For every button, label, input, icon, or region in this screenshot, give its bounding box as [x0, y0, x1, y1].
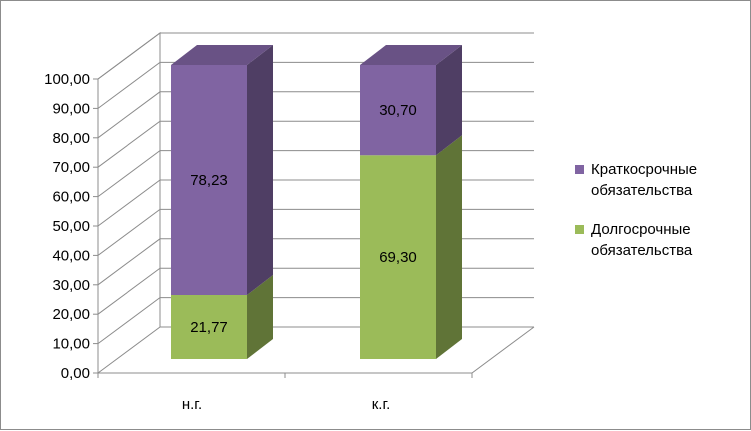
- gridline: [97, 238, 534, 286]
- gridline: [97, 267, 534, 315]
- gridline: [97, 32, 534, 80]
- legend-item-long-term: Долгосрочные обязательства: [575, 219, 745, 261]
- bar-side: [247, 45, 273, 295]
- bar-front: [171, 294, 247, 359]
- y-tick-label: 40,00: [52, 247, 90, 264]
- bar-front: [360, 155, 436, 359]
- y-tick-label: 0,00: [61, 365, 90, 382]
- bars: [171, 45, 462, 359]
- legend-swatch-long-term: [575, 225, 584, 234]
- bar-side: [436, 135, 462, 359]
- legend-swatch-short-term: [575, 165, 584, 174]
- x-tick-label: к.г.: [372, 396, 391, 413]
- bar-front: [360, 65, 436, 156]
- y-tick-label: 30,00: [52, 277, 90, 294]
- bar-segment-1-1: [360, 45, 462, 156]
- y-tick-label: 80,00: [52, 130, 90, 147]
- data-label: 78,23: [190, 172, 228, 189]
- gridline: [97, 208, 534, 256]
- y-tick-label: 100,00: [44, 71, 90, 88]
- data-labels: 21,77 78,23 69,30 30,70: [190, 102, 417, 336]
- data-label: 21,77: [190, 319, 228, 336]
- data-label: 30,70: [379, 102, 417, 119]
- gridline: [97, 179, 534, 227]
- bar-segment-0-0: [171, 274, 273, 359]
- legend-label-long-term: Долгосрочные обязательства: [591, 221, 693, 259]
- floor-outline: [98, 326, 535, 374]
- legend-label-short-term: Краткосрочные обязательства: [591, 161, 698, 199]
- y-tick-label: 90,00: [52, 100, 90, 117]
- y-axis-ticks: 0,00 10,00 20,00 30,00 40,00 50,00 60,00 70,00 8…: [44, 71, 99, 382]
- bar-top: [360, 45, 462, 65]
- bar-front: [171, 65, 247, 295]
- gridline: [97, 150, 534, 198]
- legend: Краткосрочные обязательства Долгосрочные…: [575, 159, 745, 279]
- bar-segment-1-0: [360, 135, 462, 359]
- bar-side: [436, 45, 462, 156]
- data-label: 69,30: [379, 249, 417, 266]
- y-tick-label: 10,00: [52, 336, 90, 353]
- y-tick-label: 50,00: [52, 218, 90, 235]
- x-axis-ticks: н.г. к.г.: [97, 373, 473, 413]
- legend-item-short-term: Краткосрочные обязательства: [575, 159, 745, 201]
- y-tick-label: 60,00: [52, 189, 90, 206]
- bar-side: [247, 274, 273, 359]
- gridline: [97, 61, 534, 109]
- gridline: [97, 120, 534, 168]
- gridline: [97, 91, 534, 139]
- gridlines: [97, 32, 534, 345]
- bar-top: [171, 45, 273, 65]
- y-tick-label: 70,00: [52, 159, 90, 176]
- chart-walls: [97, 32, 535, 374]
- y-tick-label: 20,00: [52, 306, 90, 323]
- x-tick-label: н.г.: [182, 396, 202, 413]
- gridline: [97, 297, 534, 345]
- bar-segment-0-1: [171, 45, 273, 295]
